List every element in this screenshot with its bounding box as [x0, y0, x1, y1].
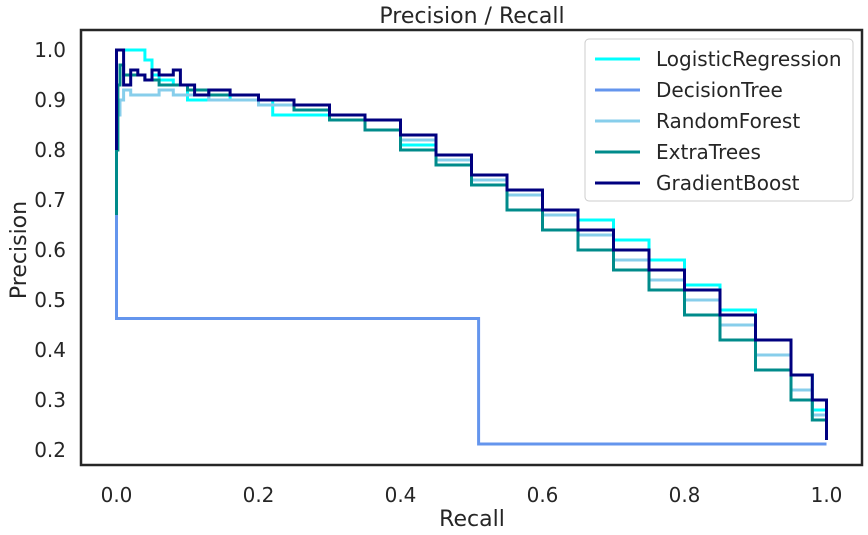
x-tick-label: 0.8 — [669, 483, 701, 507]
y-ticks: 0.2 0.3 0.4 0.5 0.6 0.7 0.8 0.9 1.0 — [34, 38, 66, 462]
y-tick-label: 0.5 — [34, 288, 66, 312]
legend: LogisticRegression DecisionTree RandomFore… — [584, 38, 854, 202]
x-tick-label: 0.2 — [243, 483, 275, 507]
y-axis-label: Precision — [7, 201, 32, 299]
x-ticks: 0.0 0.2 0.4 0.6 0.8 1.0 — [101, 483, 843, 507]
x-tick-label: 0.0 — [101, 483, 133, 507]
x-tick-label: 1.0 — [811, 483, 843, 507]
y-tick-label: 0.3 — [34, 388, 66, 412]
y-tick-label: 0.7 — [34, 188, 66, 212]
x-tick-label: 0.4 — [385, 483, 417, 507]
legend-label: GradientBoost — [656, 171, 800, 195]
legend-box — [584, 38, 854, 202]
plot-frame — [79, 28, 864, 467]
y-tick-label: 0.6 — [34, 238, 66, 262]
series-line-gradientboost — [115, 48, 828, 440]
legend-label: ExtraTrees — [656, 140, 761, 164]
y-tick-label: 0.9 — [34, 88, 66, 112]
x-axis-label: Recall — [439, 507, 505, 532]
x-tick-label: 0.6 — [527, 483, 559, 507]
y-tick-label: 0.4 — [34, 338, 66, 362]
legend-label: RandomForest — [656, 109, 800, 133]
y-tick-label: 0.2 — [34, 438, 66, 462]
y-tick-label: 0.8 — [34, 138, 66, 162]
chart-title: Precision / Recall — [379, 4, 564, 29]
legend-label: DecisionTree — [656, 78, 783, 102]
legend-label: LogisticRegression — [656, 47, 842, 71]
plot-lines — [115, 48, 828, 446]
y-tick-label: 1.0 — [34, 38, 66, 62]
